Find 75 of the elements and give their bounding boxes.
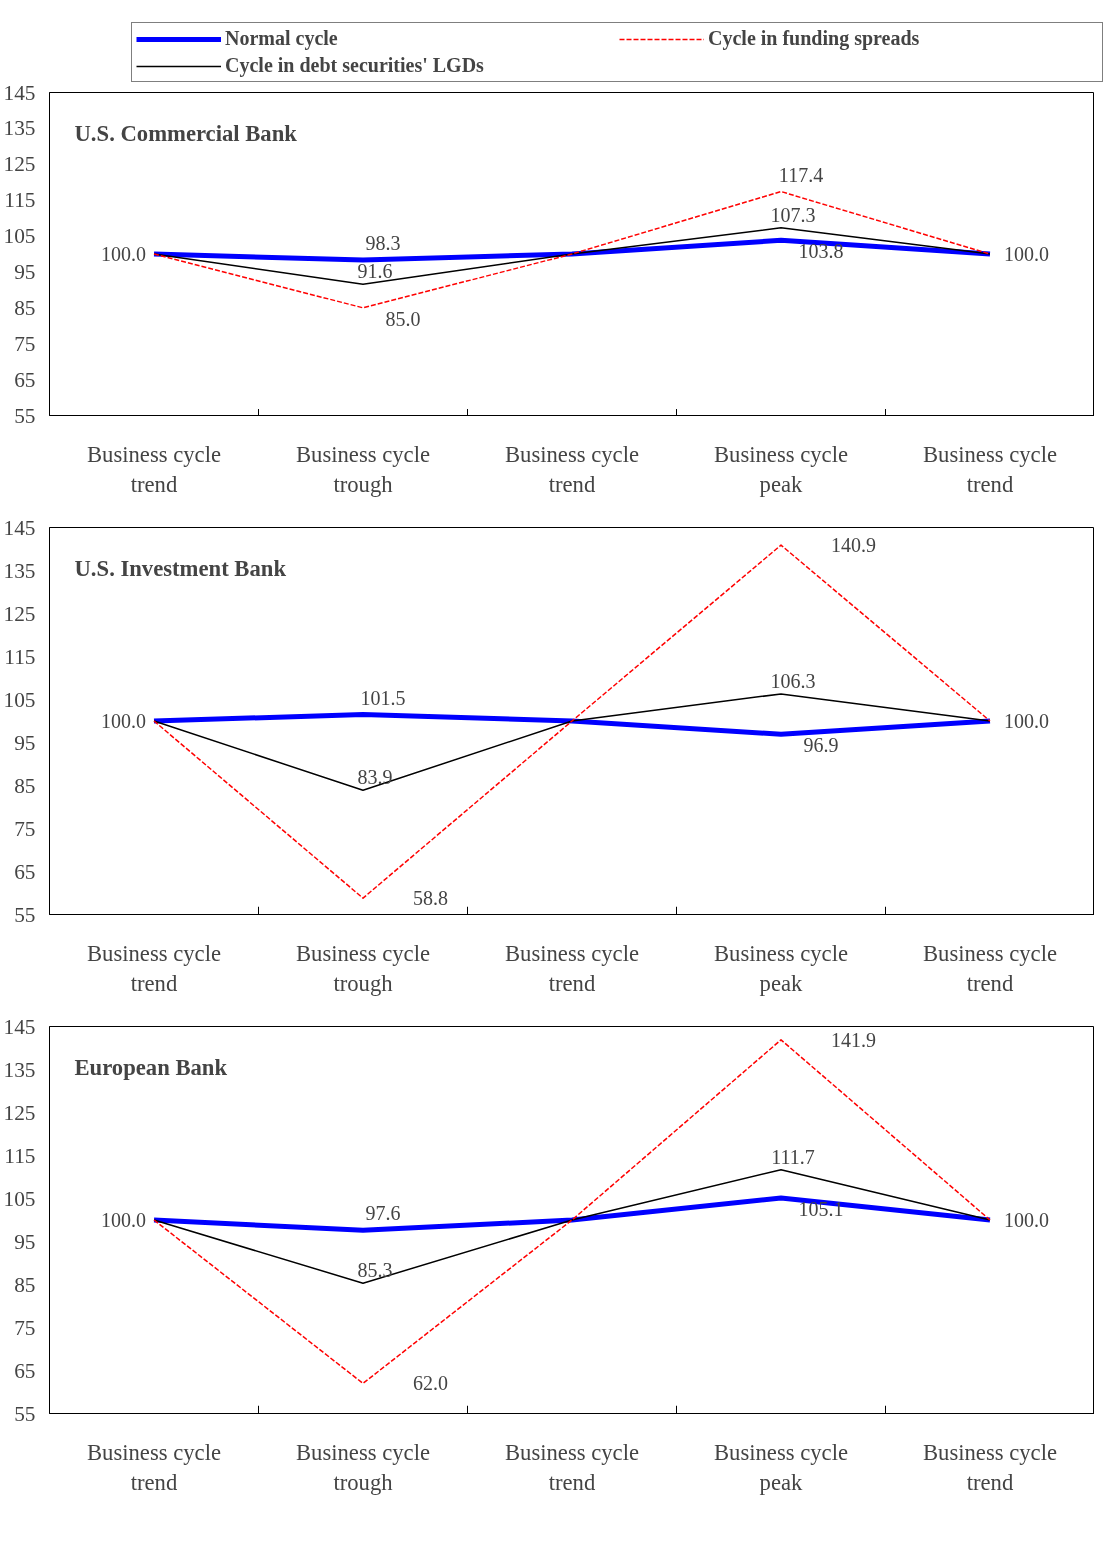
- legend-label: Cycle in funding spreads: [708, 27, 921, 50]
- y-tick-label: 65: [14, 859, 36, 884]
- y-tick-label: 125: [3, 152, 36, 177]
- annotation: 107.3: [770, 203, 816, 226]
- x-tick-label: Business cycle trough: [295, 441, 431, 497]
- y-tick-label: 145: [3, 515, 36, 540]
- annotation: 91.6: [357, 260, 393, 283]
- y-tick-label: 65: [14, 367, 36, 392]
- y-tick-label: 95: [14, 730, 36, 755]
- annotation: 85.0: [385, 307, 421, 330]
- y-tick-label: 115: [4, 188, 36, 213]
- x-tick-label: Business cycle trend: [922, 1439, 1058, 1495]
- y-tick-label: 135: [3, 116, 36, 141]
- y-tick-label: 95: [14, 1229, 36, 1254]
- y-tick-label: 55: [14, 902, 36, 927]
- annotation: 83.9: [357, 766, 393, 789]
- annotation: 105.1: [798, 1198, 844, 1221]
- x-tick-label: Business cycle peak: [713, 441, 849, 497]
- legend-label: Normal cycle: [225, 27, 339, 50]
- y-tick-label: 75: [14, 816, 36, 841]
- x-tick-label: Business cycle trend: [504, 940, 640, 996]
- y-tick-label: 145: [3, 1014, 36, 1039]
- x-tick-label: Business cycle peak: [713, 940, 849, 996]
- text: U.S. Commercial Bank: [74, 120, 298, 146]
- annotation: 141.9: [831, 1028, 876, 1051]
- annotation: 140.9: [831, 534, 876, 557]
- x-tick-label: Business cycle trend: [504, 441, 640, 497]
- y-tick-label: 115: [4, 1143, 36, 1168]
- annotation: 96.9: [803, 734, 839, 757]
- y-tick-label: 75: [14, 1315, 36, 1340]
- annotation: 100.0: [101, 710, 146, 732]
- y-tick-label: 105: [3, 687, 36, 712]
- y-tick-label: 125: [3, 601, 36, 626]
- y-tick-label: 95: [14, 259, 36, 284]
- y-tick-label: 55: [14, 1401, 36, 1426]
- x-tick-label: Business cycle trend: [86, 1439, 222, 1495]
- annotation: 100.0: [101, 243, 146, 265]
- y-tick-label: 85: [14, 773, 36, 798]
- annotation: 62.0: [413, 1372, 448, 1395]
- x-tick-label: Business cycle peak: [713, 1439, 849, 1495]
- y-tick-label: 85: [14, 1272, 36, 1297]
- y-tick-label: 145: [3, 80, 36, 105]
- x-tick-label: Business cycle trend: [504, 1439, 640, 1495]
- y-tick-label: 105: [3, 224, 36, 249]
- annotation: 100.0: [101, 1209, 146, 1231]
- annotation: 103.8: [798, 240, 844, 263]
- annotation: 100.0: [1004, 243, 1049, 265]
- annotation: 117.4: [778, 163, 824, 186]
- y-tick-label: 135: [3, 1057, 36, 1082]
- text: European Bank: [74, 1054, 228, 1080]
- y-tick-label: 65: [14, 1358, 36, 1383]
- annotation: 106.3: [770, 669, 816, 692]
- x-tick-label: Business cycle trough: [295, 940, 431, 996]
- annotation: 85.3: [357, 1259, 393, 1282]
- annotation: 97.6: [365, 1202, 401, 1225]
- x-tick-label: Business cycle trend: [86, 940, 222, 996]
- y-tick-label: 55: [14, 403, 36, 428]
- annotation: 111.7: [771, 1145, 815, 1168]
- annotation: 100.0: [1004, 1209, 1049, 1231]
- y-tick-label: 105: [3, 1186, 36, 1211]
- annotation: 58.8: [413, 887, 448, 910]
- x-tick-label: Business cycle trend: [86, 441, 222, 497]
- x-tick-label: Business cycle trend: [922, 441, 1058, 497]
- x-tick-label: Business cycle trend: [922, 940, 1058, 996]
- y-tick-label: 125: [3, 1100, 36, 1125]
- annotation: 101.5: [360, 686, 406, 709]
- y-tick-label: 85: [14, 295, 36, 320]
- text: U.S. Investment Bank: [74, 555, 287, 581]
- y-tick-label: 135: [3, 558, 36, 583]
- annotation: 100.0: [1004, 710, 1049, 732]
- y-tick-label: 115: [4, 644, 36, 669]
- legend-label: Cycle in debt securities' LGDs: [225, 54, 485, 77]
- y-tick-label: 75: [14, 331, 36, 356]
- x-tick-label: Business cycle trough: [295, 1439, 431, 1495]
- annotation: 98.3: [365, 232, 401, 255]
